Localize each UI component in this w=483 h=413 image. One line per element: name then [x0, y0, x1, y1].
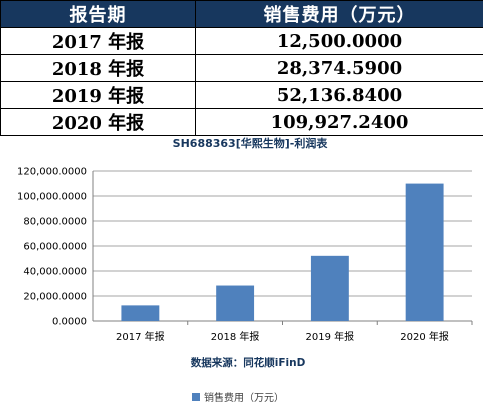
cell-value: 28,374.5900 [195, 54, 483, 82]
y-tick-label: 80,000.0000 [23, 217, 87, 228]
bar-chart: SH688363[华熙生物]-利润表 0.0000 20,000.0000 40,0… [17, 136, 473, 404]
y-tick-label: 0.0000 [52, 317, 87, 328]
legend-swatch [192, 393, 200, 401]
bar [216, 285, 255, 321]
bars [121, 183, 444, 321]
table-row: 2019 年报 52,136.8400 [0, 81, 483, 109]
legend-label: 销售费用（万元） [204, 391, 284, 404]
bar [405, 183, 444, 321]
cell-period: 2019 年报 [0, 81, 196, 109]
table-row: 2018 年报 28,374.5900 [0, 54, 483, 82]
table-row: 2017 年报 12,500.0000 [0, 27, 483, 55]
bar [121, 305, 160, 321]
table-row: 2020 年报 109,927.2400 [0, 108, 483, 136]
y-tick-label: 120,000.0000 [17, 167, 87, 178]
y-axis-ticks: 0.0000 20,000.0000 40,000.0000 60,000.0000 8… [17, 167, 87, 328]
cell-value: 12,500.0000 [195, 27, 483, 55]
x-tick-label: 2019 年报 [306, 330, 355, 343]
y-tick-label: 100,000.0000 [17, 192, 87, 203]
x-tick-label: 2017 年报 [116, 330, 165, 343]
y-tick-label: 20,000.0000 [23, 292, 87, 303]
x-axis-labels: 2017 年报 2018 年报 2019 年报 2020 年报 [116, 321, 473, 343]
y-tick-label: 60,000.0000 [23, 242, 87, 253]
table-header-row: 报告期 销售费用（万元） [0, 0, 483, 28]
chart-title: SH688363[华熙生物]-利润表 [173, 136, 329, 150]
cell-period: 2020 年报 [0, 108, 196, 136]
bar [310, 255, 349, 321]
cell-value: 52,136.8400 [195, 81, 483, 109]
header-sales-expense: 销售费用（万元） [195, 0, 483, 28]
x-tick-label: 2020 年报 [400, 330, 449, 343]
cell-value: 109,927.2400 [195, 108, 483, 136]
y-tick-label: 40,000.0000 [23, 267, 87, 278]
header-period: 报告期 [0, 0, 196, 28]
data-table: 报告期 销售费用（万元） 2017 年报 12,500.0000 2018 年报… [0, 0, 483, 136]
cell-period: 2018 年报 [0, 54, 196, 82]
x-tick-label: 2018 年报 [211, 330, 260, 343]
source-note: 数据来源：同花顺iFinD [190, 356, 306, 369]
cell-period: 2017 年报 [0, 27, 196, 55]
